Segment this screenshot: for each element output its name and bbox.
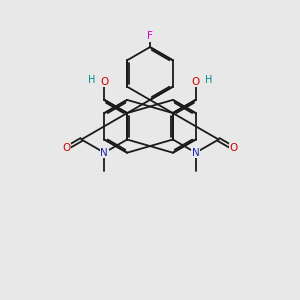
Text: O: O: [100, 77, 108, 87]
Text: O: O: [192, 77, 200, 87]
Text: N: N: [192, 148, 200, 158]
Text: H: H: [88, 75, 95, 85]
Text: N: N: [100, 148, 108, 158]
Text: H: H: [205, 75, 212, 85]
Text: O: O: [62, 143, 70, 153]
Text: O: O: [230, 143, 238, 153]
Text: F: F: [147, 31, 153, 41]
